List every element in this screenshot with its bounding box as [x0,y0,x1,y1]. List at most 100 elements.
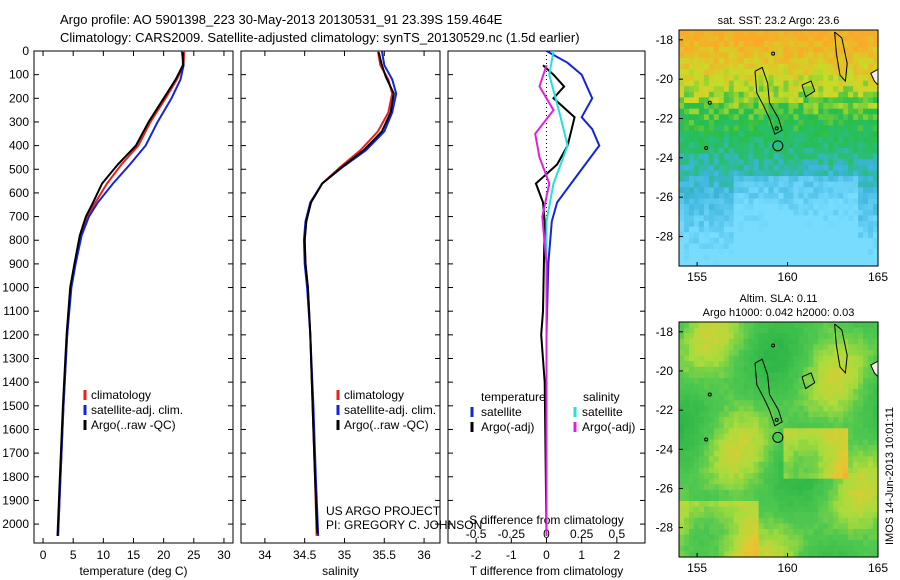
map-cell [853,170,859,177]
map-cell [718,461,725,469]
map-cell [713,232,720,239]
map-cell [828,159,834,166]
map-cell [808,35,814,42]
map-cell [713,495,720,502]
map-cell [818,484,824,491]
map-cell [723,103,730,110]
map-cell [873,221,879,228]
map-cell [773,400,780,407]
map-cell [679,545,685,552]
map-cell [873,204,879,211]
map-cell [868,478,874,485]
map-cell [843,108,849,115]
map-cell [838,478,844,485]
map-cell [733,450,740,457]
map-cell [738,119,745,127]
map-cell [758,456,765,463]
map-cell [843,322,849,329]
map-cell [758,58,765,65]
map-cell [713,119,720,127]
map-cell [718,467,725,474]
map-cell [733,383,740,390]
map-cell [773,540,780,547]
map-cell [833,551,839,558]
map-cell [853,69,859,76]
map-cell [703,355,710,362]
map-cell [848,450,854,457]
map-cell [723,366,730,373]
map-cell [753,417,760,424]
map-cell [863,366,869,373]
map-cell [738,372,745,379]
map-cell [813,176,819,183]
map-cell [773,30,780,37]
map-cell [718,450,725,457]
map-cell [803,389,809,396]
map-cell [723,164,730,172]
map-cell [848,529,854,536]
map-cell [793,355,799,362]
map-cell [833,439,839,446]
map-cell [689,366,695,373]
map-cell [679,46,685,54]
map-cell [778,501,785,508]
map-cell [813,433,819,441]
map-cell [828,545,834,552]
map-cell [684,125,690,132]
map-cell [818,327,824,334]
map-cell [718,529,725,536]
map-cell [858,523,864,530]
map-cell [743,322,750,329]
coastline [801,372,816,390]
map-cell [843,254,849,261]
map-cell [833,545,839,552]
map-cell [703,125,710,132]
map-cell [803,75,809,82]
map-cell [868,181,874,188]
map-title: Argo h1000: 0.042 h2000: 0.03 [703,307,855,319]
map-cell [843,232,849,239]
map-cell [853,338,859,345]
map-cell [813,108,819,115]
map-cell [679,75,685,82]
map-cell [684,114,690,121]
map-cell [868,41,874,48]
map-cell [838,193,844,200]
map-cell [833,159,839,166]
map-cell [783,422,790,429]
map-cell [733,187,740,194]
map-cell [718,489,725,497]
map-cell [818,344,824,351]
map-cell [689,232,695,239]
map-cell [853,142,859,149]
map-cell [813,254,819,261]
map-cell [698,204,705,211]
map-cell [873,517,879,524]
map-cell [868,523,874,530]
map-cell [693,69,700,76]
map-cell [868,125,874,132]
map-cell [718,517,725,524]
map-cell [848,545,854,552]
map-cell [773,91,780,98]
map-cell [788,103,795,110]
map-cell [808,467,814,474]
map-cell [848,209,854,216]
map-cell [843,86,849,93]
map-cell [838,322,844,329]
map-cell [679,91,685,98]
map-cell [723,473,730,480]
map-cell [713,473,720,480]
y-tick-label: -24 [656,151,674,165]
map-cell [838,63,844,70]
map-cell [753,91,760,98]
map-cell [689,80,695,87]
map-cell [873,473,879,480]
map-cell [793,506,799,513]
map-cell [793,187,799,194]
map-cell [748,226,755,233]
map-cell [823,484,829,491]
map-cell [838,456,844,463]
map-cell [868,417,874,424]
